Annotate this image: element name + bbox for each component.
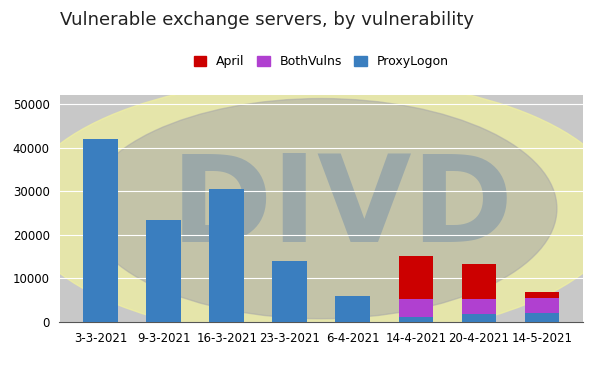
Bar <box>525 292 559 298</box>
Ellipse shape <box>20 78 595 339</box>
Bar <box>209 189 244 322</box>
Legend: April, BothVulns, ProxyLogon: April, BothVulns, ProxyLogon <box>189 50 454 73</box>
Bar <box>146 220 181 322</box>
Ellipse shape <box>86 98 557 319</box>
Bar <box>399 317 433 322</box>
Bar <box>273 261 307 322</box>
Bar <box>83 139 118 322</box>
Text: Vulnerable exchange servers, by vulnerability: Vulnerable exchange servers, by vulnerab… <box>60 11 474 29</box>
Bar <box>525 313 559 322</box>
Bar <box>462 299 496 314</box>
Bar <box>462 264 496 299</box>
Bar <box>399 299 433 317</box>
Bar <box>336 296 370 322</box>
Text: DIVD: DIVD <box>171 150 514 267</box>
Bar <box>399 256 433 299</box>
Bar <box>462 314 496 322</box>
Bar <box>525 298 559 313</box>
